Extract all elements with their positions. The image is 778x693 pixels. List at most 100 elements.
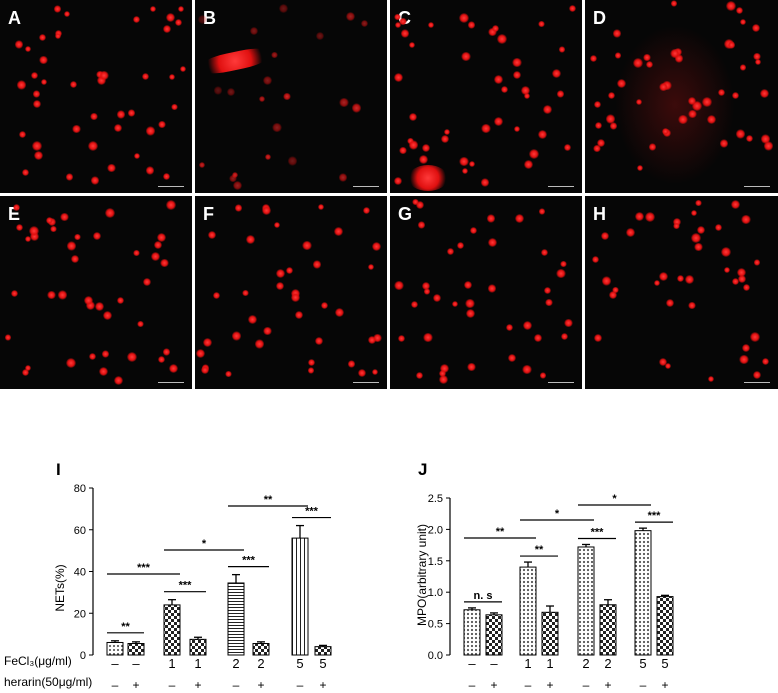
significance-label: **: [496, 526, 505, 538]
neutrophil: [394, 22, 401, 29]
neutrophil: [564, 318, 573, 328]
neutrophil: [522, 321, 532, 331]
neutrophil: [18, 130, 26, 138]
bar: [577, 546, 595, 656]
panel-e: E: [0, 196, 192, 389]
y-tick-label: 1.5: [428, 556, 443, 568]
neutrophil: [4, 334, 12, 341]
neutrophil: [593, 144, 601, 153]
neutrophil: [670, 48, 680, 59]
bar: [599, 604, 617, 656]
neutrophil: [169, 73, 176, 80]
neutrophil: [116, 110, 126, 120]
neutrophil: [755, 58, 762, 66]
neutrophil: [738, 275, 746, 283]
neutrophil: [24, 364, 31, 371]
neutrophil: [320, 301, 328, 309]
neutrophil: [607, 91, 615, 100]
panel-b: B: [195, 0, 387, 193]
neutrophil: [439, 364, 449, 374]
bar: [127, 643, 145, 656]
neutrophil: [739, 354, 749, 365]
neutrophil: [231, 331, 242, 341]
neutrophil: [133, 249, 140, 256]
significance-brackets: n. s************: [464, 493, 673, 603]
significance-label: *: [555, 508, 560, 520]
x-label-fecl3: –: [490, 656, 498, 671]
significance-label: **: [535, 544, 544, 556]
x-label-heparin: –: [583, 678, 590, 690]
row-label-heparin: herarin(50μg/ml): [4, 675, 92, 689]
neutrophil: [594, 334, 602, 342]
neutrophil: [702, 97, 713, 108]
scale-bar: [548, 186, 574, 187]
neutrophil: [41, 79, 48, 86]
neutrophil: [33, 100, 42, 108]
neutrophil: [439, 374, 449, 384]
neutrophil: [545, 299, 553, 307]
x-label-fecl3: –: [111, 656, 119, 671]
neutrophil: [234, 204, 243, 212]
neutrophil: [14, 39, 24, 49]
scale-bar: [744, 186, 770, 187]
neutrophil: [151, 252, 160, 261]
neutrophil: [361, 20, 368, 28]
neutrophil: [423, 332, 433, 343]
neutrophil: [753, 52, 761, 61]
neutrophil: [338, 173, 348, 182]
neutrophil: [47, 290, 56, 299]
neutrophil: [207, 230, 216, 239]
neutrophil: [177, 5, 185, 13]
scale-bar: [158, 382, 184, 383]
y-tick-label: 2.5: [428, 493, 443, 505]
significance-label: **: [121, 621, 130, 633]
neutrophil: [162, 348, 170, 356]
neutrophil: [145, 126, 156, 136]
x-label-heparin: +: [132, 678, 139, 690]
chart-i: I NETs(%) FeCl₃(μg/ml) herarin(50μg/ml) …: [4, 460, 332, 690]
neutrophil: [347, 360, 356, 368]
panel-label: D: [593, 8, 606, 28]
x-label-heparin: –: [640, 678, 647, 690]
net-strand: [198, 44, 272, 78]
neutrophil: [71, 254, 80, 263]
x-axis-labels: –––+1–1+2–2+5–5+: [468, 656, 668, 690]
neutrophil: [312, 260, 322, 269]
neutrophil: [126, 351, 137, 362]
neutrophil: [163, 25, 171, 33]
neutrophil: [637, 164, 644, 171]
neutrophil: [470, 227, 478, 235]
scale-bar: [353, 186, 379, 187]
neutrophil: [398, 17, 407, 26]
neutrophil: [229, 174, 237, 183]
neutrophil: [13, 204, 21, 211]
neutrophil: [514, 125, 521, 132]
neutrophil: [262, 206, 271, 215]
neutrophil: [87, 141, 98, 152]
panel-label: G: [398, 204, 413, 224]
neutrophil: [438, 369, 446, 377]
bar: [291, 537, 309, 656]
panel-c: C: [390, 0, 582, 193]
neutrophil: [415, 200, 425, 210]
x-label-fecl3: 5: [661, 656, 668, 671]
neutrophil: [418, 155, 428, 165]
neutrophil: [487, 238, 497, 248]
y-tick-label: 20: [74, 608, 86, 620]
neutrophil: [422, 144, 430, 152]
neutrophil: [433, 294, 442, 303]
neutrophil: [154, 241, 162, 249]
neutrophil: [674, 54, 684, 63]
neutrophil: [69, 80, 77, 88]
x-label-fecl3: 1: [524, 656, 531, 671]
neutrophil: [524, 92, 531, 100]
neutrophil: [605, 114, 616, 124]
neutrophil: [283, 92, 291, 100]
neutrophil: [29, 232, 39, 242]
significance-brackets: *****************: [107, 494, 331, 634]
neutrophil: [428, 22, 435, 29]
panel-h: H: [585, 196, 778, 389]
neutrophil: [539, 372, 547, 379]
neutrophil: [556, 269, 566, 279]
bar: [227, 582, 245, 656]
